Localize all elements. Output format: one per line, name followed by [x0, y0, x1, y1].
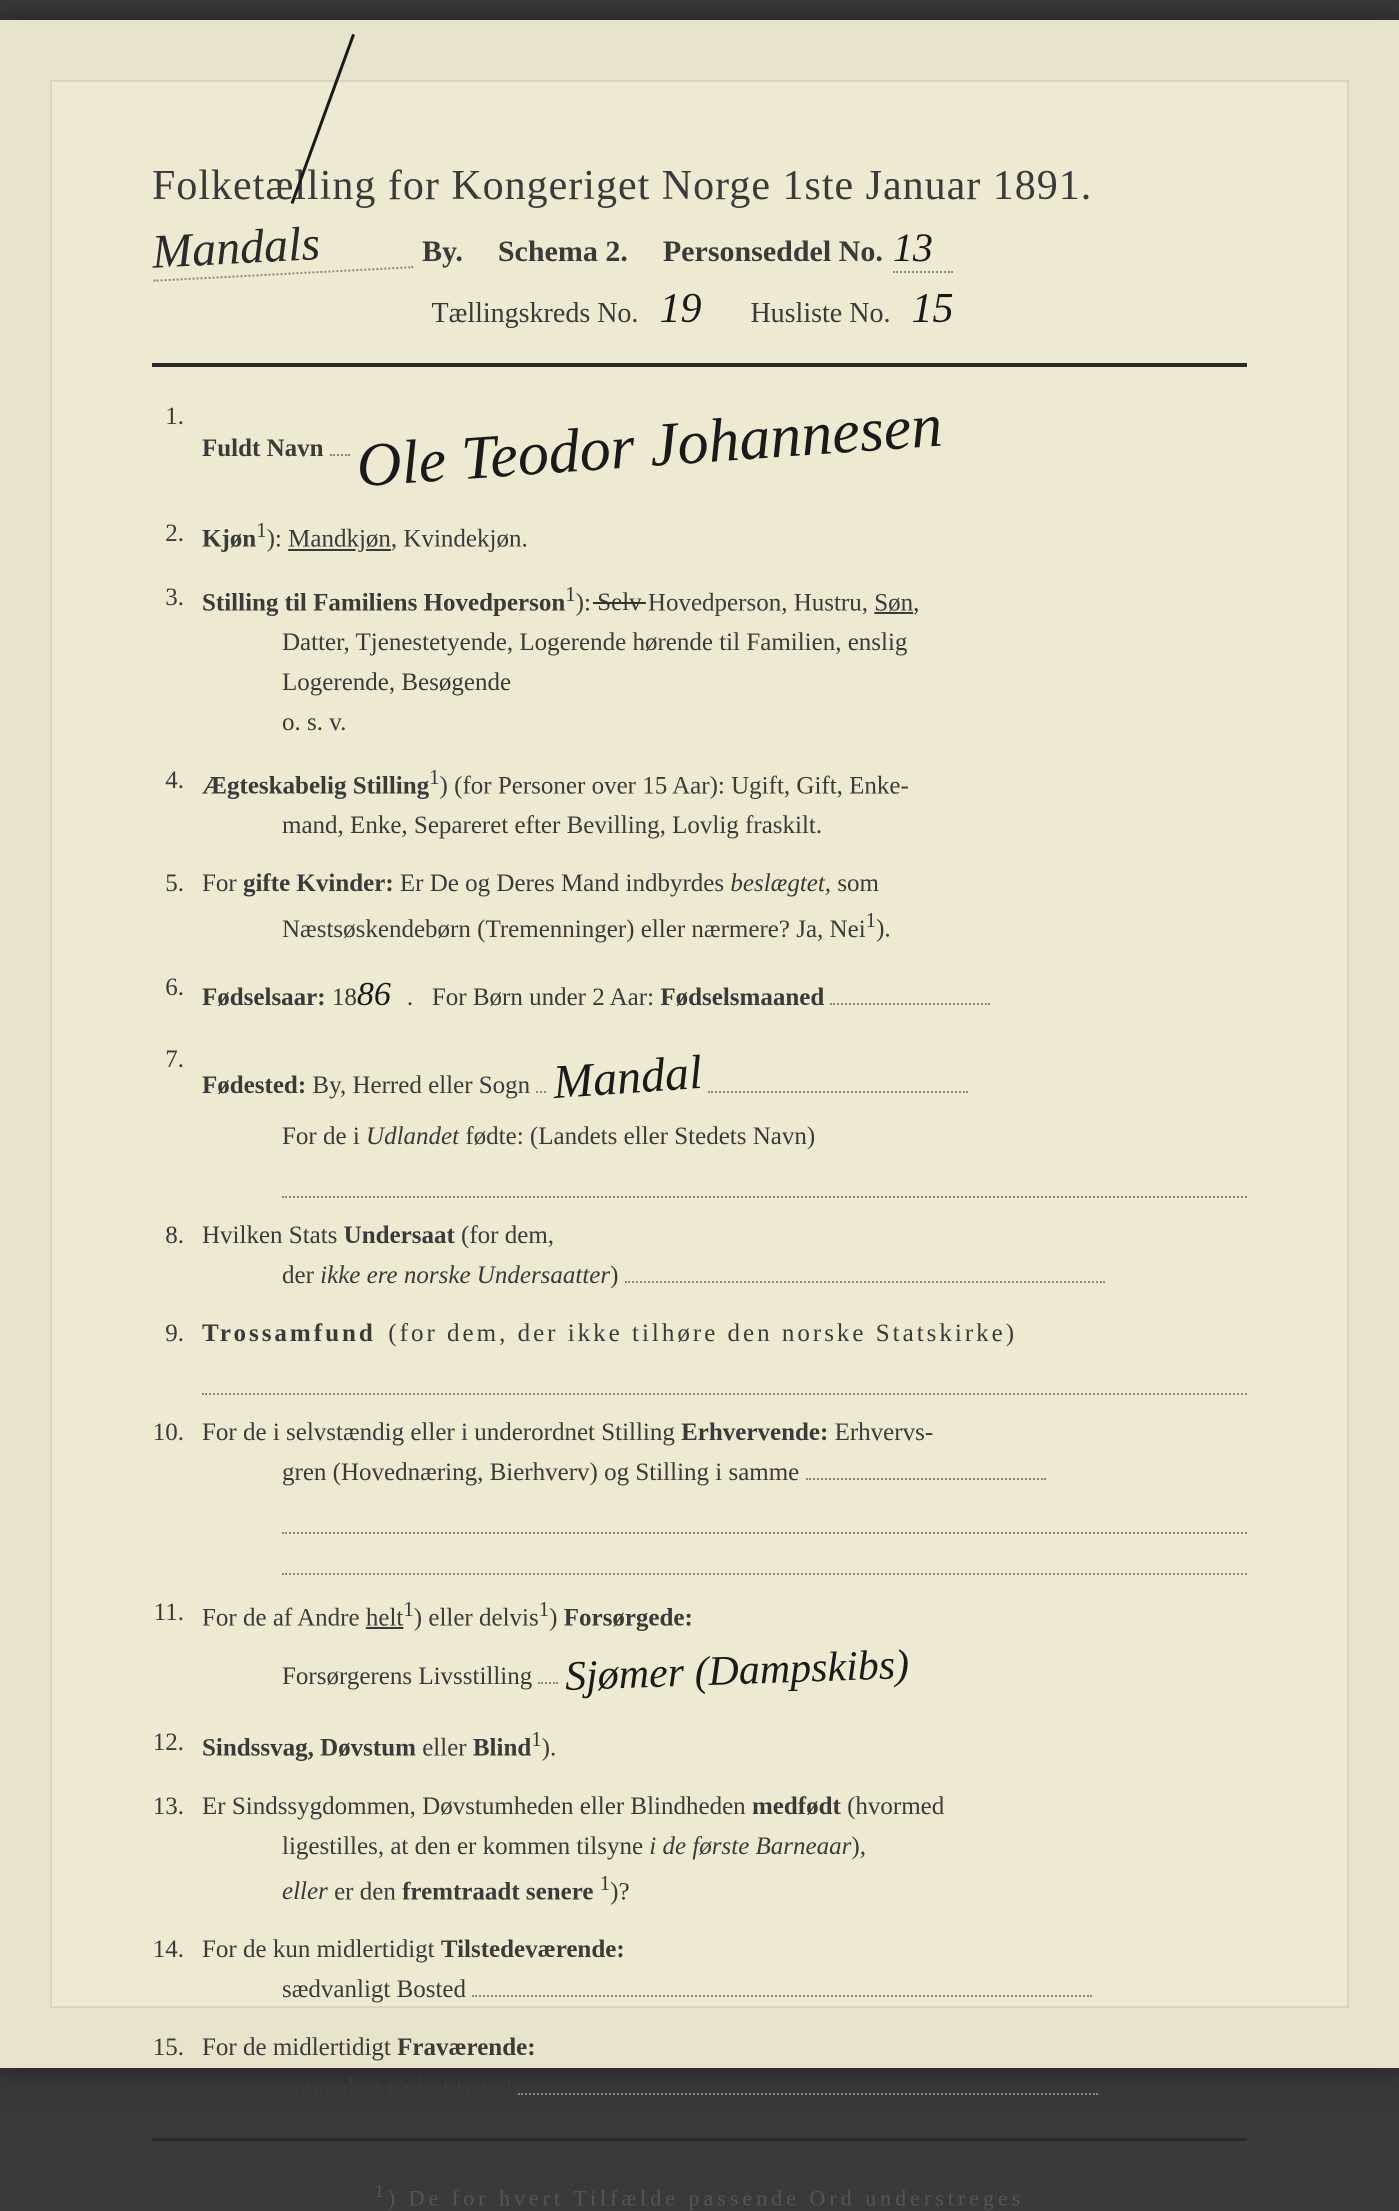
item-3: 3. Stilling til Familiens Hovedperson1):… [152, 578, 1247, 743]
forsorger-hand: Sjømer (Dampskibs) [564, 1632, 910, 1711]
header-line-2: Mandals By. Schema 2. Personseddel No. 1… [152, 218, 1247, 275]
item-num: 15. [152, 2028, 202, 2108]
item-num: 12. [152, 1723, 202, 1768]
document-form: Folketælling for Kongeriget Norge 1ste J… [50, 80, 1349, 2008]
item-1: 1. Fuldt Navn Ole Teodor Johannesen [152, 397, 1247, 496]
label-kjon: Kjøn [202, 526, 256, 553]
item-13: 13. Er Sindssygdommen, Døvstumheden elle… [152, 1787, 1247, 1912]
by-label: By. [422, 235, 463, 269]
item-2: 2. Kjøn1): Mandkjøn, Kvindekjøn. [152, 514, 1247, 559]
label-aegteskab: Ægteskabelig Stilling [202, 772, 429, 799]
label-fuldt-navn: Fuldt Navn [202, 435, 324, 462]
item-4: 4. Ægteskabelig Stilling1) (for Personer… [152, 761, 1247, 846]
item-7: 7. Fødested: By, Herred eller Sogn Manda… [152, 1040, 1247, 1198]
line4: o. s. v. [282, 709, 346, 736]
item-6: 6. Fødselsaar: 1886. For Børn under 2 Aa… [152, 968, 1247, 1022]
item-num: 3. [152, 578, 202, 743]
item-num: 9. [152, 1314, 202, 1395]
item-14: 14. For de kun midlertidigt Tilstedevære… [152, 1930, 1247, 2010]
line3: Logerende, Besøgende [282, 669, 511, 696]
item-8: 8. Hvilken Stats Undersaat (for dem, der… [152, 1216, 1247, 1296]
item-num: 13. [152, 1787, 202, 1912]
kreds-label: Tællingskreds No. [432, 298, 639, 329]
divider-top [152, 363, 1247, 367]
item-15: 15. For de midlertidigt Fraværende: anta… [152, 2028, 1247, 2108]
birthplace-hand: Mandal [550, 1035, 704, 1122]
by-handwritten: Mandals [151, 211, 414, 282]
name-handwritten: Ole Teodor Johannesen [353, 377, 945, 517]
item-9: 9. Trossamfund (for dem, der ikke tilhør… [152, 1314, 1247, 1395]
census-title: Folketælling for Kongeriget Norge 1ste J… [152, 162, 1247, 210]
label-stilling: Stilling til Familiens Hovedperson [202, 589, 565, 616]
item-num: 8. [152, 1216, 202, 1296]
item-num: 5. [152, 864, 202, 949]
item-num: 1. [152, 397, 202, 496]
page-outer: Folketælling for Kongeriget Norge 1ste J… [0, 20, 1399, 2068]
opt-son: Søn [874, 589, 913, 616]
item-num: 7. [152, 1040, 202, 1198]
item-num: 10. [152, 1413, 202, 1575]
item-11: 11. For de af Andre helt1) eller delvis1… [152, 1593, 1247, 1706]
item-num: 2. [152, 514, 202, 559]
husliste-no: 15 [897, 285, 967, 333]
item-12: 12. Sindssvag, Døvstum eller Blind1). [152, 1723, 1247, 1768]
item-5: 5. For gifte Kvinder: Er De og Deres Man… [152, 864, 1247, 949]
opt-mandkjon: Mandkjøn [288, 526, 391, 553]
personseddel-no: 13 [893, 224, 953, 273]
footnote: 1) De for hvert Tilfælde passende Ord un… [152, 2181, 1247, 2211]
item-num: 11. [152, 1593, 202, 1706]
schema-label: Schema 2. [498, 235, 628, 269]
divider-bottom [152, 2138, 1247, 2141]
header-line-3: Tællingskreds No. 19 Husliste No. 15 [152, 285, 1247, 333]
line2: Datter, Tjenestetyende, Logerende hørend… [282, 629, 907, 656]
item-num: 14. [152, 1930, 202, 2010]
item-num: 6. [152, 968, 202, 1022]
husliste-label: Husliste No. [750, 298, 890, 329]
personseddel-label: Personseddel No. [663, 235, 883, 269]
birthyear-hand: 86 [357, 968, 407, 1022]
item-10: 10. For de i selvstændig eller i underor… [152, 1413, 1247, 1575]
kreds-no: 19 [645, 285, 715, 333]
item-num: 4. [152, 761, 202, 846]
